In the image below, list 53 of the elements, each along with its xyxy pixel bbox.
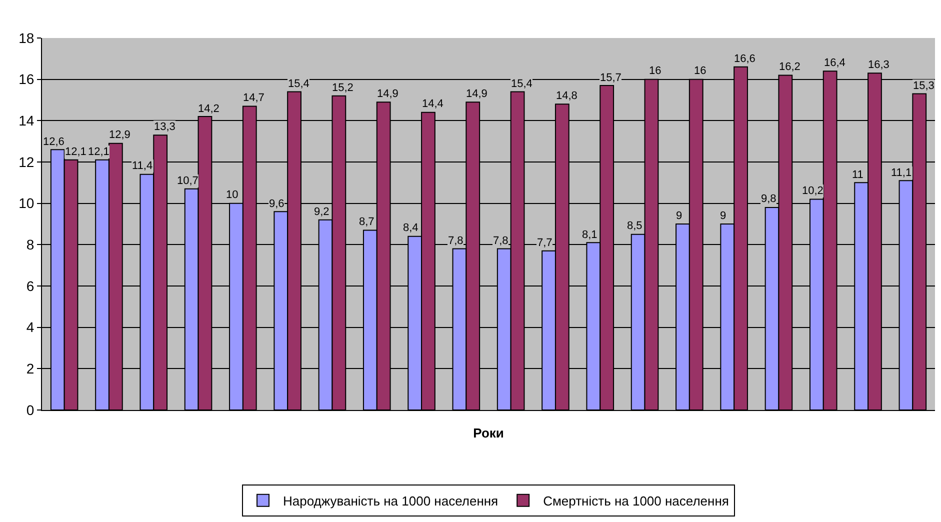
data-label: 12,1 [65,146,86,158]
data-label: 14,9 [377,88,398,100]
data-label: 16 [694,65,706,77]
data-label: 7,7 [537,237,552,249]
data-label: 8,5 [627,220,642,232]
y-tick-label: 8 [26,236,34,253]
data-label: 16 [649,65,662,77]
legend-label: Народжуваність на 1000 населення [283,493,498,508]
data-label: 15,4 [511,78,532,90]
data-label: 13,3 [154,121,176,133]
data-label: 12,9 [109,129,130,141]
y-tick-label: 0 [26,402,34,418]
y-tick-label: 10 [18,195,34,212]
data-label: 16,4 [824,57,846,69]
data-label: 14,2 [198,103,220,115]
data-label: 7,8 [493,235,508,247]
data-label: 15,2 [332,82,354,94]
y-tick-label: 12 [18,154,34,170]
y-tick-label: 18 [18,30,34,46]
data-label: 10 [226,189,238,201]
data-label: 9 [720,210,726,222]
data-label: 15,4 [288,78,310,90]
data-label: 16,6 [734,53,756,65]
data-label: 11 [852,169,864,181]
data-label: 15,7 [600,72,622,84]
data-label: 14,7 [243,92,264,104]
data-label: 9,6 [269,198,284,210]
y-tick-label: 2 [26,360,34,377]
data-label: 14,4 [422,98,444,110]
data-label: 11,4 [132,160,153,172]
legend-label: Смертність на 1000 населення [543,493,729,508]
data-label: 8,1 [582,229,598,241]
data-label: 14,8 [556,90,578,102]
data-label: 9,8 [761,193,776,205]
data-label: 14,9 [466,88,488,100]
x-axis-title: Роки [473,426,504,441]
y-tick-label: 14 [18,112,34,129]
data-label: 9,2 [314,206,330,218]
data-label: 8,7 [359,216,374,228]
data-label: 16,3 [868,59,890,71]
data-label: 16,2 [779,61,800,73]
data-label: 8,4 [403,222,418,234]
y-tick-label: 16 [18,71,34,88]
data-label: 11,1 [891,167,912,179]
data-label: 10,2 [802,185,824,197]
data-label: 12,6 [43,136,64,148]
y-tick-label: 6 [26,278,34,294]
y-tick-label: 4 [26,319,34,336]
data-label: 10,7 [177,175,198,187]
data-label: 9 [676,210,682,222]
data-label: 7,8 [448,235,464,247]
data-label: 12,1 [88,146,110,158]
data-label: 15,3 [913,80,934,92]
